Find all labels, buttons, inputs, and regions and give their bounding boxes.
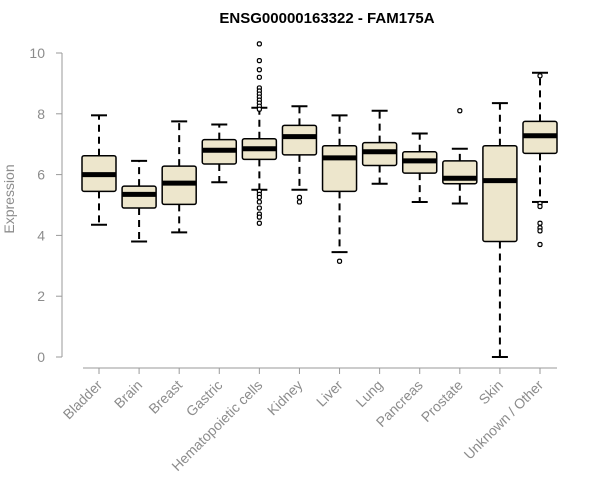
box-group-hematopoietic-cells xyxy=(241,41,278,226)
outlier-liver-0 xyxy=(336,258,343,264)
box-liver xyxy=(321,144,358,193)
box-kidney xyxy=(281,124,318,156)
outlier-prostate-0 xyxy=(457,108,463,114)
outlier-hematopoietic-cells-0 xyxy=(256,41,262,47)
y-tick-label-6: 6 xyxy=(37,167,45,183)
y-axis-label: Expression xyxy=(1,164,17,233)
box-group-kidney xyxy=(281,105,318,205)
outlier-unknown-other-5 xyxy=(537,228,543,234)
outlier-hematopoietic-cells-1 xyxy=(256,57,262,64)
y-tick-label-0: 0 xyxy=(37,349,45,365)
outlier-hematopoietic-cells-11 xyxy=(256,106,262,112)
box-brain xyxy=(121,185,157,209)
box-group-lung xyxy=(361,109,398,185)
x-tick-label-liver: Liver xyxy=(313,377,346,410)
y-tick-label-10: 10 xyxy=(29,45,45,61)
outlier-hematopoietic-cells-2 xyxy=(256,67,262,73)
outlier-unknown-other-0 xyxy=(537,73,543,79)
boxes xyxy=(81,41,558,358)
x-tick-label-kidney: Kidney xyxy=(264,377,306,419)
outlier-unknown-other-2 xyxy=(537,203,543,210)
box-group-bladder xyxy=(81,114,117,226)
chart-title: ENSG00000163322 - FAM175A xyxy=(219,10,434,27)
y-ticks: 0 2 4 6 8 10 xyxy=(29,45,62,365)
box-group-liver xyxy=(321,114,358,264)
box-group-unknown-other xyxy=(522,71,558,248)
outlier-hematopoietic-cells-19 xyxy=(256,220,262,226)
outlier-unknown-other-6 xyxy=(537,241,543,248)
box-group-pancreas xyxy=(401,132,438,203)
box-group-breast xyxy=(161,120,197,234)
outlier-kidney-1 xyxy=(296,199,303,205)
x-tick-label-brain: Brain xyxy=(111,377,145,411)
outlier-hematopoietic-cells-14 xyxy=(256,194,262,200)
x-tick-label-lung: Lung xyxy=(352,377,385,410)
x-tick-label-breast: Breast xyxy=(145,377,185,417)
outlier-unknown-other-3 xyxy=(537,220,543,226)
box-group-brain xyxy=(121,159,157,243)
outlier-kidney-0 xyxy=(296,194,303,200)
x-tick-label-bladder: Bladder xyxy=(60,377,106,423)
outlier-hematopoietic-cells-18 xyxy=(256,214,262,220)
box-group-skin xyxy=(482,102,518,358)
box-group-prostate xyxy=(442,108,478,205)
box-group-gastric xyxy=(201,123,238,184)
y-tick-label-4: 4 xyxy=(37,227,45,243)
outlier-hematopoietic-cells-16 xyxy=(256,205,262,211)
box-skin xyxy=(482,144,518,243)
y-tick-label-8: 8 xyxy=(37,106,45,122)
x-tick-label-prostate: Prostate xyxy=(418,377,466,425)
outlier-hematopoietic-cells-15 xyxy=(256,199,262,205)
y-tick-label-2: 2 xyxy=(37,288,45,304)
x-tick-label-skin: Skin xyxy=(475,377,506,408)
outlier-hematopoietic-cells-3 xyxy=(256,74,262,80)
